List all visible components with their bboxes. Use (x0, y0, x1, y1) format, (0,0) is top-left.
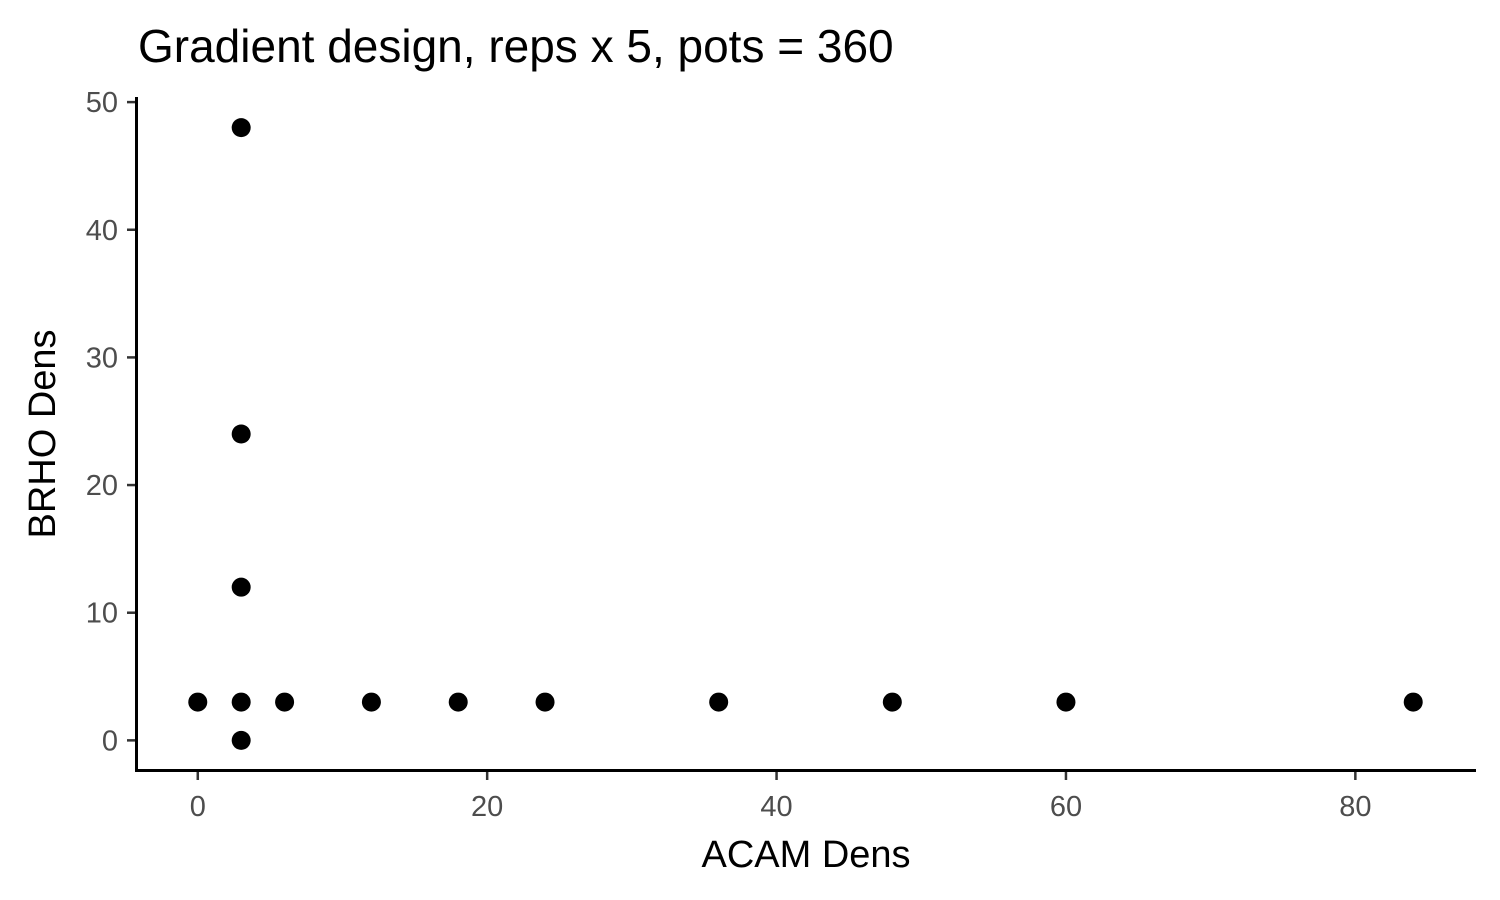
data-point (449, 693, 468, 712)
y-axis-ticks: 0 10 20 30 40 50 (86, 87, 136, 757)
data-point (232, 578, 251, 597)
data-point (1056, 693, 1075, 712)
x-tick-label: 40 (760, 791, 792, 823)
data-point (883, 693, 902, 712)
x-tick-label: 80 (1339, 791, 1371, 823)
y-tick-label: 10 (86, 598, 118, 630)
x-tick-label: 20 (471, 791, 503, 823)
data-points (188, 118, 1422, 750)
data-point (709, 693, 728, 712)
data-point (275, 693, 294, 712)
chart-title: Gradient design, reps x 5, pots = 360 (138, 20, 894, 72)
data-point (232, 118, 251, 137)
data-point (188, 693, 207, 712)
y-tick-label: 0 (102, 725, 118, 757)
x-axis-ticks: 0 20 40 60 80 (190, 771, 1372, 823)
x-tick-label: 0 (190, 791, 206, 823)
y-tick-label: 40 (86, 215, 118, 247)
data-point (232, 731, 251, 750)
y-tick-label: 30 (86, 342, 118, 374)
data-point (1404, 693, 1423, 712)
x-axis-title: ACAM Dens (701, 834, 910, 876)
y-tick-label: 20 (86, 470, 118, 502)
y-axis-title: BRHO Dens (22, 329, 64, 538)
data-point (362, 693, 381, 712)
data-point (536, 693, 555, 712)
x-tick-label: 60 (1050, 791, 1082, 823)
data-point (232, 425, 251, 444)
data-point (232, 693, 251, 712)
y-tick-label: 50 (86, 87, 118, 119)
